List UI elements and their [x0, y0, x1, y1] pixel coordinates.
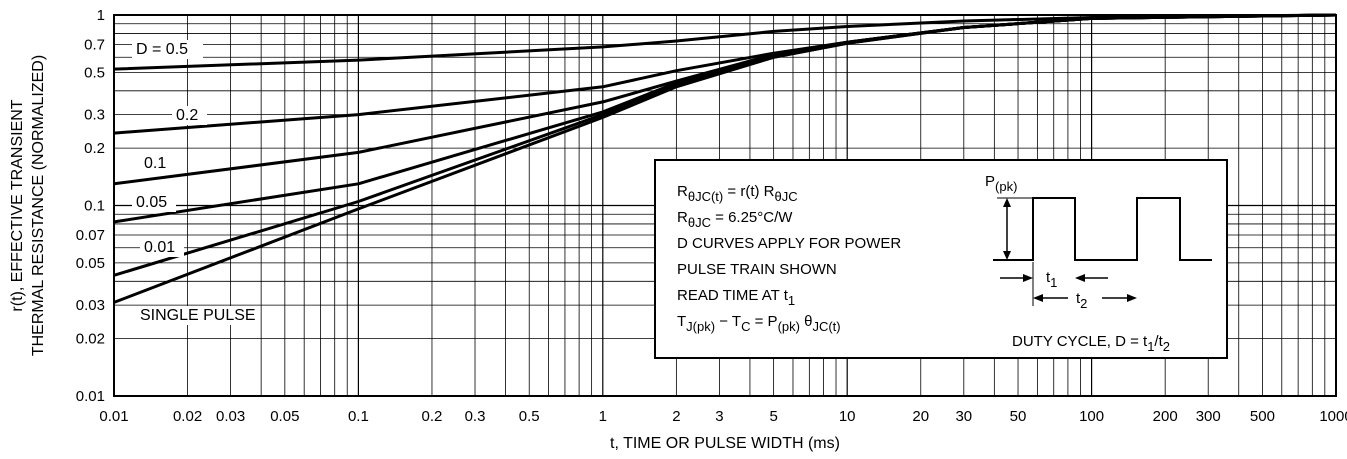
y-tick-label: 0.5: [84, 64, 105, 81]
pulse-waveform: [993, 197, 1212, 261]
x-tick-label: 0.05: [270, 408, 299, 425]
curve-labels: D = 0.5 0.2 0.1 0.05 0.01 SINGLE PULSE: [132, 40, 256, 325]
t2-arrow-right-head: [1127, 294, 1137, 302]
curve-label-backing: [140, 154, 175, 173]
y-tick-label: 0.07: [76, 227, 105, 244]
y-axis-label-line2: THERMAL RESISTANCE (NORMALIZED): [30, 55, 47, 356]
curve-label-backing: [132, 40, 203, 59]
y-axis-label-line1: r(t), EFFECTIVE TRANSIENT: [9, 99, 26, 311]
y-tick-label: 0.7: [84, 37, 105, 54]
x-tick-label: 10: [839, 408, 856, 425]
y-tick-label: 0.03: [76, 297, 105, 314]
curve-label-backing: [140, 238, 184, 257]
curve-label-backing: [132, 193, 176, 212]
info-line-1: RθJC(t) = r(t) RθJC: [677, 183, 798, 204]
curve-label-3: 0.1: [144, 155, 166, 172]
x-tick-label: 30: [955, 408, 972, 425]
y-tick-label: 1: [97, 7, 105, 24]
x-tick-label: 5: [769, 408, 777, 425]
curves: [113, 13, 1337, 304]
t1-arrow-right-head: [1075, 274, 1085, 282]
curve-3: [113, 13, 1337, 186]
y-tick-label: 0.3: [84, 107, 105, 124]
info-line-4: PULSE TRAIN SHOWN: [677, 261, 837, 278]
x-tick-label: 3: [715, 408, 723, 425]
t2-label: t2: [1076, 290, 1087, 311]
x-tick-label: 0.5: [519, 408, 540, 425]
y-tick-label: 0.2: [84, 140, 105, 157]
x-tick-label: 20: [912, 408, 929, 425]
curve-label-2: 0.2: [176, 107, 198, 124]
curve-label-5: 0.01: [144, 239, 175, 256]
x-tick-label: 0.02: [173, 408, 202, 425]
x-tick-label: 1: [599, 408, 607, 425]
x-tick-label: 100: [1079, 408, 1104, 425]
curve-6: [113, 13, 1337, 304]
x-tick-label: 300: [1196, 408, 1221, 425]
x-axis-label: t, TIME OR PULSE WIDTH (ms): [610, 435, 840, 452]
x-tick-label: 0.03: [216, 408, 245, 425]
y-tick-labels: 0.01 0.02 0.03 0.05 0.07 0.1 0.2 0.3 0.5 0.7 1: [76, 7, 105, 405]
curve-label-6: SINGLE PULSE: [140, 307, 256, 324]
ppk-arrow-up: [1003, 198, 1011, 207]
x-tick-label: 0.3: [465, 408, 486, 425]
curve-label-backing: [136, 306, 252, 325]
info-line-5: READ TIME AT t1: [677, 287, 795, 308]
x-tick-label: 0.2: [422, 408, 443, 425]
info-line-3: D CURVES APPLY FOR POWER: [677, 235, 901, 252]
curve-label-4: 0.05: [136, 194, 167, 211]
t2-arrow-left-head: [1033, 294, 1043, 302]
x-tick-label: 500: [1250, 408, 1275, 425]
curve-2: [113, 13, 1337, 135]
y-tick-label: 0.05: [76, 255, 105, 272]
curve-label-backing: [172, 106, 207, 125]
info-line-6: TJ(pk) − TC = P(pk) θJC(t): [677, 313, 841, 334]
x-tick-label: 0.01: [99, 408, 128, 425]
x-tick-label: 200: [1153, 408, 1178, 425]
y-tick-label: 0.1: [84, 198, 105, 215]
x-tick-label: 50: [1010, 408, 1027, 425]
plot-frame: [113, 14, 1337, 397]
curve-label-1: D = 0.5: [136, 41, 188, 58]
info-box: RθJC(t) = r(t) RθJC RθJC = 6.25°C/W D CURV…: [654, 159, 1228, 359]
curve-1: [113, 13, 1337, 71]
y-tick-label: 0.01: [76, 388, 105, 405]
t1-arrow-left-head: [1023, 274, 1033, 282]
ppk-label: P(pk): [985, 173, 1017, 194]
x-tick-label: 2: [672, 408, 680, 425]
info-line-2: RθJC = 6.25°C/W: [677, 209, 793, 230]
ppk-arrow-down: [1003, 251, 1011, 260]
y-tick-label: 0.02: [76, 331, 105, 348]
t1-label: t1: [1046, 269, 1057, 290]
x-tick-label: 0.1: [348, 408, 369, 425]
x-tick-labels: 0.01 0.02 0.03 0.05 0.1 0.2 0.3 0.5 1 2 3 5 10 20 30 50…: [99, 408, 1347, 425]
duty-cycle-label: DUTY CYCLE, D = t1/t2: [1012, 333, 1170, 354]
